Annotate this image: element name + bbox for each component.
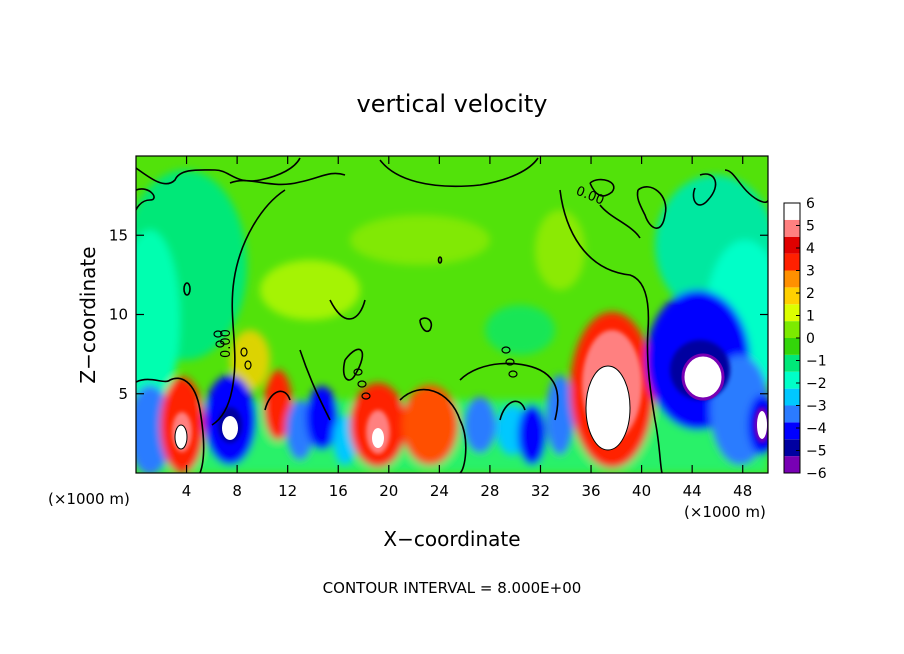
x-tick-label: 32 <box>531 482 550 500</box>
x-tick-label: 48 <box>733 482 752 500</box>
contour-label-lower: 0.00 <box>219 329 234 358</box>
colorbar-tick-label: −6 <box>806 466 827 482</box>
colorbar-swatch <box>784 270 800 288</box>
colorbar-tick-label: 0 <box>806 331 815 347</box>
y-tick-label: 5 <box>118 385 128 403</box>
contour-interval-note: CONTOUR INTERVAL = 8.000E+00 <box>323 579 582 597</box>
y-tick-label: 10 <box>109 306 128 324</box>
x-tick-label: 12 <box>278 482 297 500</box>
x-tick-label: 20 <box>379 482 398 500</box>
colorbar-swatch <box>784 304 800 322</box>
x-tick-label: 4 <box>182 482 192 500</box>
y-tick-label: 15 <box>109 226 128 244</box>
colorbar-swatch <box>784 219 800 237</box>
colorbar-swatch <box>784 405 800 423</box>
x-tick-label: 8 <box>232 482 242 500</box>
colorbar-tick-label: −5 <box>806 444 827 460</box>
x-tick-label: 28 <box>480 482 499 500</box>
y-axis-label: Z−coordinate <box>76 246 100 383</box>
colorbar-swatch <box>784 388 800 406</box>
colorbar-tick-label: 6 <box>806 196 815 212</box>
colorbar-swatch <box>784 422 800 440</box>
field-extrema <box>174 353 767 451</box>
colorbar-tick-label: 4 <box>806 241 815 257</box>
colorbar-tick-label: 5 <box>806 219 815 235</box>
colorbar-tick-label: −3 <box>806 399 827 415</box>
x-tick-label: 36 <box>581 482 600 500</box>
x-axis-label: X−coordinate <box>383 527 520 551</box>
colorbar-swatch <box>784 321 800 338</box>
x-unit-label-right: (×1000 m) <box>684 503 766 521</box>
colorbar-tick-label: 3 <box>806 264 815 280</box>
colorbar-tick-label: 2 <box>806 286 815 302</box>
colorbar-swatch <box>784 236 800 254</box>
colorbar-swatch <box>784 354 800 372</box>
colorbar-swatch <box>784 439 800 457</box>
colorbar-swatch <box>784 253 800 271</box>
plot-area: 0.00 0.00 <box>136 156 768 473</box>
x-tick-label: 44 <box>683 482 702 500</box>
colorbar-swatch <box>784 203 800 220</box>
colorbar-swatch <box>784 338 800 355</box>
colorbar-swatch <box>784 287 800 305</box>
colorbar-tick-label: −1 <box>806 354 827 370</box>
colorbar-tick-label: −4 <box>806 421 827 437</box>
x-tick-label: 24 <box>430 482 449 500</box>
x-tick-label: 40 <box>632 482 651 500</box>
colorbar-swatch <box>784 371 800 389</box>
colorbar-tick-label: −2 <box>806 376 827 392</box>
x-unit-label-left: (×1000 m) <box>48 490 130 508</box>
x-axis: 4 8 12 16 20 24 28 32 36 40 44 48 <box>182 156 752 500</box>
zero-contours <box>136 157 768 473</box>
colorbar-tick-label: 1 <box>806 309 815 325</box>
colorbar: 6 5 4 3 2 1 0 −1 −2 −3 −4 −5 −6 <box>783 196 827 482</box>
x-tick-label: 16 <box>329 482 348 500</box>
colorbar-swatch <box>784 456 800 473</box>
contour-dots <box>213 330 518 400</box>
chart-title: vertical velocity <box>357 90 548 118</box>
y-axis: 5 10 15 <box>109 226 768 403</box>
